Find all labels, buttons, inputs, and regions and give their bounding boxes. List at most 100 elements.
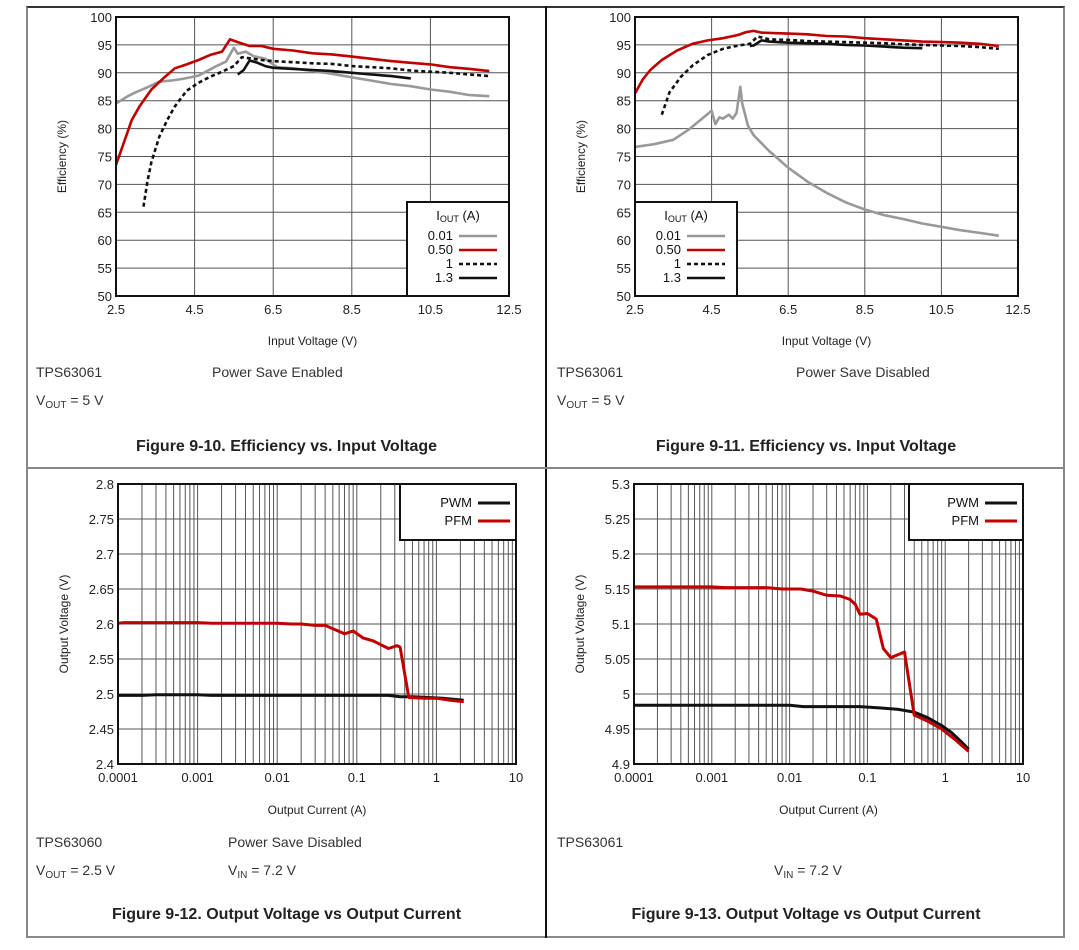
condition-label: Power Save Disabled [796, 364, 930, 380]
y-axis-label: Output Voltage (V) [573, 575, 587, 674]
plot-frame [117, 483, 517, 765]
legend: PWM PFM [399, 483, 517, 541]
condition-label: Power Save Enabled [212, 364, 343, 380]
y-tick-label: 80 [98, 122, 112, 137]
y-tick-label: 100 [90, 10, 112, 25]
series-line-0_01 [116, 46, 490, 105]
x-tick-label: 12.5 [1005, 302, 1030, 317]
device-name: TPS63061 [557, 364, 624, 380]
condition-label: Power Save Disabled [228, 834, 362, 850]
y-tick-label: 5.15 [605, 582, 630, 597]
y-tick-label: 4.95 [605, 722, 630, 737]
x-tick-label: 10 [509, 770, 523, 785]
x-axis-label: Input Voltage (V) [782, 334, 871, 348]
plot-frame [633, 483, 1024, 765]
device-name: TPS63061 [557, 834, 624, 850]
legend-label: 1 [674, 256, 681, 271]
row-divider [26, 467, 1065, 469]
column-divider [545, 6, 547, 938]
series-line-0_50 [635, 29, 999, 95]
y-axis-label: Efficiency (%) [55, 120, 69, 193]
x-tick-label: 0.1 [348, 770, 366, 785]
y-tick-label: 75 [617, 150, 631, 165]
y-tick-label: 70 [98, 177, 112, 192]
figure-caption: Figure 9-12. Output Voltage vs Output Cu… [111, 906, 462, 923]
y-tick-label: 70 [617, 177, 631, 192]
y-tick-label: 75 [98, 150, 112, 165]
y-tick-label: 60 [98, 233, 112, 248]
vout-condition: VOUT = 5 V [36, 392, 104, 411]
x-tick-label: 0.01 [265, 770, 290, 785]
x-tick-label: 8.5 [856, 302, 874, 317]
y-tick-label: 95 [98, 38, 112, 53]
y-tick-label: 5.3 [612, 477, 630, 492]
x-axis-label: Output Current (A) [268, 803, 367, 817]
y-tick-label: 90 [617, 66, 631, 81]
x-tick-label: 10.5 [929, 302, 954, 317]
x-axis-label: Input Voltage (V) [268, 334, 357, 348]
series-line-1 [142, 55, 490, 207]
legend-label: PFM [952, 513, 979, 528]
y-tick-label: 5.2 [612, 547, 630, 562]
series-line-1_3 [749, 39, 923, 50]
y-tick-label: 65 [98, 205, 112, 220]
vin-condition: VIN = 7.2 V [228, 862, 296, 881]
y-tick-label: 95 [617, 38, 631, 53]
x-tick-label: 0.1 [858, 770, 876, 785]
y-tick-label: 2.45 [89, 722, 114, 737]
x-tick-label: 0.001 [696, 770, 729, 785]
figure-caption: Figure 9-13. Output Voltage vs Output Cu… [631, 906, 981, 923]
y-tick-label: 5.25 [605, 512, 630, 527]
legend-label: 0.50 [656, 242, 681, 257]
x-tick-label: 6.5 [779, 302, 797, 317]
device-name: TPS63061 [36, 364, 103, 380]
vin-condition: VIN = 7.2 V [774, 862, 842, 881]
x-tick-label: 1 [433, 770, 440, 785]
y-tick-label: 50 [98, 289, 112, 304]
legend-label: 1 [446, 256, 453, 271]
y-tick-label: 5.1 [612, 617, 630, 632]
figure-caption: Figure 9-11. Efficiency vs. Input Voltag… [655, 438, 957, 455]
y-tick-label: 2.55 [89, 652, 114, 667]
device-name: TPS63060 [36, 834, 103, 850]
y-axis-label: Output Voltage (V) [57, 575, 71, 674]
plot-frame [115, 16, 510, 297]
x-tick-label: 12.5 [496, 302, 521, 317]
series-line-pfm [634, 585, 970, 753]
legend: PWM PFM [908, 483, 1024, 541]
vout-condition: VOUT = 5 V [557, 392, 625, 411]
y-tick-label: 2.6 [96, 617, 114, 632]
x-tick-label: 4.5 [186, 302, 204, 317]
y-tick-label: 65 [617, 205, 631, 220]
y-tick-label: 80 [617, 122, 631, 137]
x-tick-label: 1 [942, 770, 949, 785]
y-tick-label: 60 [617, 233, 631, 248]
y-tick-label: 85 [617, 94, 631, 109]
series-line-0_01 [635, 85, 999, 237]
y-tick-label: 90 [98, 66, 112, 81]
figure-caption: Figure 9-10. Efficiency vs. Input Voltag… [135, 438, 438, 455]
legend-title: IOUT (A) [436, 208, 480, 224]
y-tick-label: 2.75 [89, 512, 114, 527]
y-tick-label: 2.5 [96, 687, 114, 702]
y-tick-label: 50 [617, 289, 631, 304]
x-tick-label: 2.5 [626, 302, 644, 317]
legend-label: 1.3 [435, 270, 453, 285]
legend-label: 0.50 [428, 242, 453, 257]
x-tick-label: 10 [1016, 770, 1030, 785]
vout-condition: VOUT = 2.5 V [36, 862, 116, 881]
y-tick-label: 2.7 [96, 547, 114, 562]
y-tick-label: 2.4 [96, 757, 114, 772]
y-tick-label: 55 [98, 261, 112, 276]
x-tick-label: 4.5 [703, 302, 721, 317]
legend-label: 0.01 [656, 228, 681, 243]
legend-label: PWM [440, 495, 472, 510]
x-tick-label: 0.0001 [98, 770, 138, 785]
x-tick-label: 0.01 [777, 770, 802, 785]
